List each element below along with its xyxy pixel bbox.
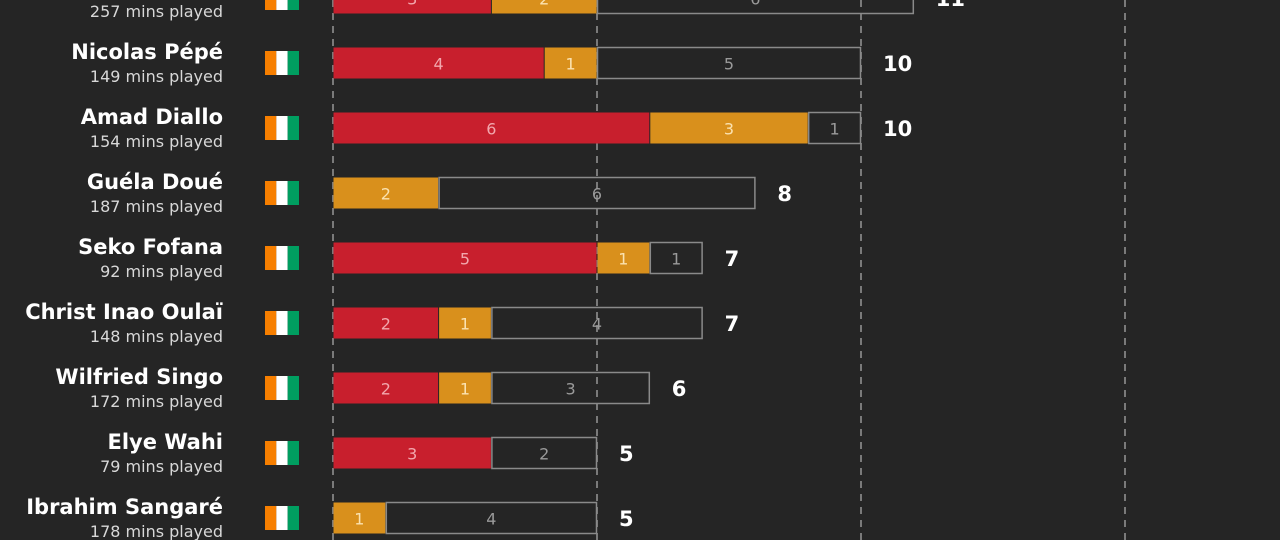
- bar-segment-amber-label: 1: [618, 250, 628, 269]
- minutes-played: 148 mins played: [90, 327, 223, 346]
- bar-segment-amber: [544, 47, 597, 79]
- bar-segment-red-label: 2: [381, 315, 391, 334]
- bar-segment-amber-label: 1: [460, 315, 470, 334]
- cote-divoire-flag-icon: [265, 51, 299, 75]
- bar-segment-outline-label: 4: [486, 510, 496, 529]
- bar-segment-amber: [439, 372, 491, 404]
- player-row: Elye Wahi 79 mins played 3 2 5: [100, 430, 634, 476]
- player-row: 257 mins played 3 2 6 11: [90, 0, 965, 21]
- player-row: Amad Diallo 154 mins played 6 3 1 10: [81, 105, 913, 151]
- player-name: Amad Diallo: [81, 105, 223, 129]
- total-label: 5: [619, 442, 634, 466]
- player-row: Nicolas Pépé 149 mins played 4 1 5 10: [71, 40, 912, 86]
- bar-segment-outline: [491, 306, 703, 340]
- player-name: Guéla Doué: [87, 170, 223, 194]
- player-name: Christ Inao Oulaï: [25, 300, 223, 324]
- total-label: 11: [936, 0, 965, 11]
- bar-segment-red: [333, 372, 439, 404]
- total-label: 6: [672, 377, 687, 401]
- bar-segment-amber: [333, 502, 386, 534]
- bar-segment-outline: [438, 176, 756, 210]
- total-label: 8: [777, 182, 792, 206]
- bar-segment-outline-label: 5: [724, 55, 734, 74]
- bar-segment-outline: [491, 436, 598, 470]
- bar-segment-outline-label: 6: [750, 0, 760, 9]
- player-row: Ibrahim Sangaré 178 mins played 1 4 5: [26, 495, 633, 540]
- bar-segment-red-label: 6: [486, 120, 496, 139]
- bar-segment-amber: [597, 242, 650, 274]
- cote-divoire-flag-icon: [265, 506, 299, 530]
- cote-divoire-flag-icon: [265, 441, 299, 465]
- bar-segment-amber-label: 2: [539, 0, 549, 9]
- player-row: Guéla Doué 187 mins played 2 6 8: [87, 170, 792, 216]
- bar-segment-red: [333, 47, 544, 79]
- minutes-played: 257 mins played: [90, 2, 223, 21]
- bar-segment-amber: [491, 0, 597, 14]
- minutes-played: 187 mins played: [90, 197, 223, 216]
- bar-segment-amber-label: 1: [354, 510, 364, 529]
- cote-divoire-flag-icon: [265, 116, 299, 140]
- bar-segment-outline: [649, 241, 703, 275]
- bar-segment-amber-label: 1: [460, 380, 470, 399]
- player-name: Ibrahim Sangaré: [26, 495, 223, 519]
- bar-segment-red-label: 5: [460, 250, 470, 269]
- bar-segment-red-label: 3: [407, 445, 417, 464]
- player-row: Christ Inao Oulaï 148 mins played 2 1 4 7: [25, 300, 739, 346]
- bar-segment-red: [333, 112, 650, 144]
- bar-segment-amber-label: 1: [566, 55, 576, 74]
- bar-segment-red: [333, 242, 597, 274]
- bar-segment-outline: [596, 0, 915, 15]
- total-label: 7: [725, 247, 740, 271]
- total-label: 10: [883, 52, 912, 76]
- bar-segment-red-label: 4: [434, 55, 444, 74]
- bar-segment-red-label: 3: [407, 0, 417, 9]
- bar-segment-amber: [439, 307, 491, 339]
- bar-segment-red: [333, 307, 439, 339]
- cote-divoire-flag-icon: [265, 311, 299, 335]
- player-name: Nicolas Pépé: [71, 40, 223, 64]
- bar-segment-outline-label: 4: [592, 315, 602, 334]
- player-name: Elye Wahi: [107, 430, 223, 454]
- minutes-played: 149 mins played: [90, 67, 223, 86]
- minutes-played: 154 mins played: [90, 132, 223, 151]
- bar-segment-red: [333, 0, 491, 14]
- bar-segment-outline: [491, 371, 651, 405]
- cote-divoire-flag-icon: [265, 246, 299, 270]
- minutes-played: 92 mins played: [100, 262, 223, 281]
- minutes-played: 178 mins played: [90, 522, 223, 540]
- bar-segment-outline-label: 6: [592, 185, 602, 204]
- cote-divoire-flag-icon: [265, 376, 299, 400]
- bar-segment-outline: [385, 501, 598, 535]
- bar-segment-amber-label: 2: [381, 185, 391, 204]
- total-label: 5: [619, 507, 634, 531]
- bar-segment-outline-label: 1: [671, 250, 681, 269]
- player-name: Wilfried Singo: [55, 365, 223, 389]
- bar-segment-outline-label: 3: [566, 380, 576, 399]
- player-row: Seko Fofana 92 mins played 5 1 1 7: [78, 235, 739, 281]
- bar-segment-outline: [807, 111, 862, 145]
- player-row: Wilfried Singo 172 mins played 2 1 3 6: [55, 365, 686, 411]
- bar-segment-outline-label: 1: [830, 120, 840, 139]
- minutes-played: 172 mins played: [90, 392, 223, 411]
- bar-segment-amber: [333, 177, 439, 209]
- cote-divoire-flag-icon: [265, 0, 299, 10]
- bar-segment-red: [333, 437, 491, 469]
- total-label: 10: [883, 117, 912, 141]
- bar-segment-red-label: 2: [381, 380, 391, 399]
- bar-segment-outline-label: 2: [539, 445, 549, 464]
- bar-segment-amber: [650, 112, 808, 144]
- bar-segment-amber-label: 3: [724, 120, 734, 139]
- cote-divoire-flag-icon: [265, 181, 299, 205]
- player-name: Seko Fofana: [78, 235, 223, 259]
- bar-segment-outline: [596, 46, 862, 80]
- minutes-played: 79 mins played: [100, 457, 223, 476]
- total-label: 7: [725, 312, 740, 336]
